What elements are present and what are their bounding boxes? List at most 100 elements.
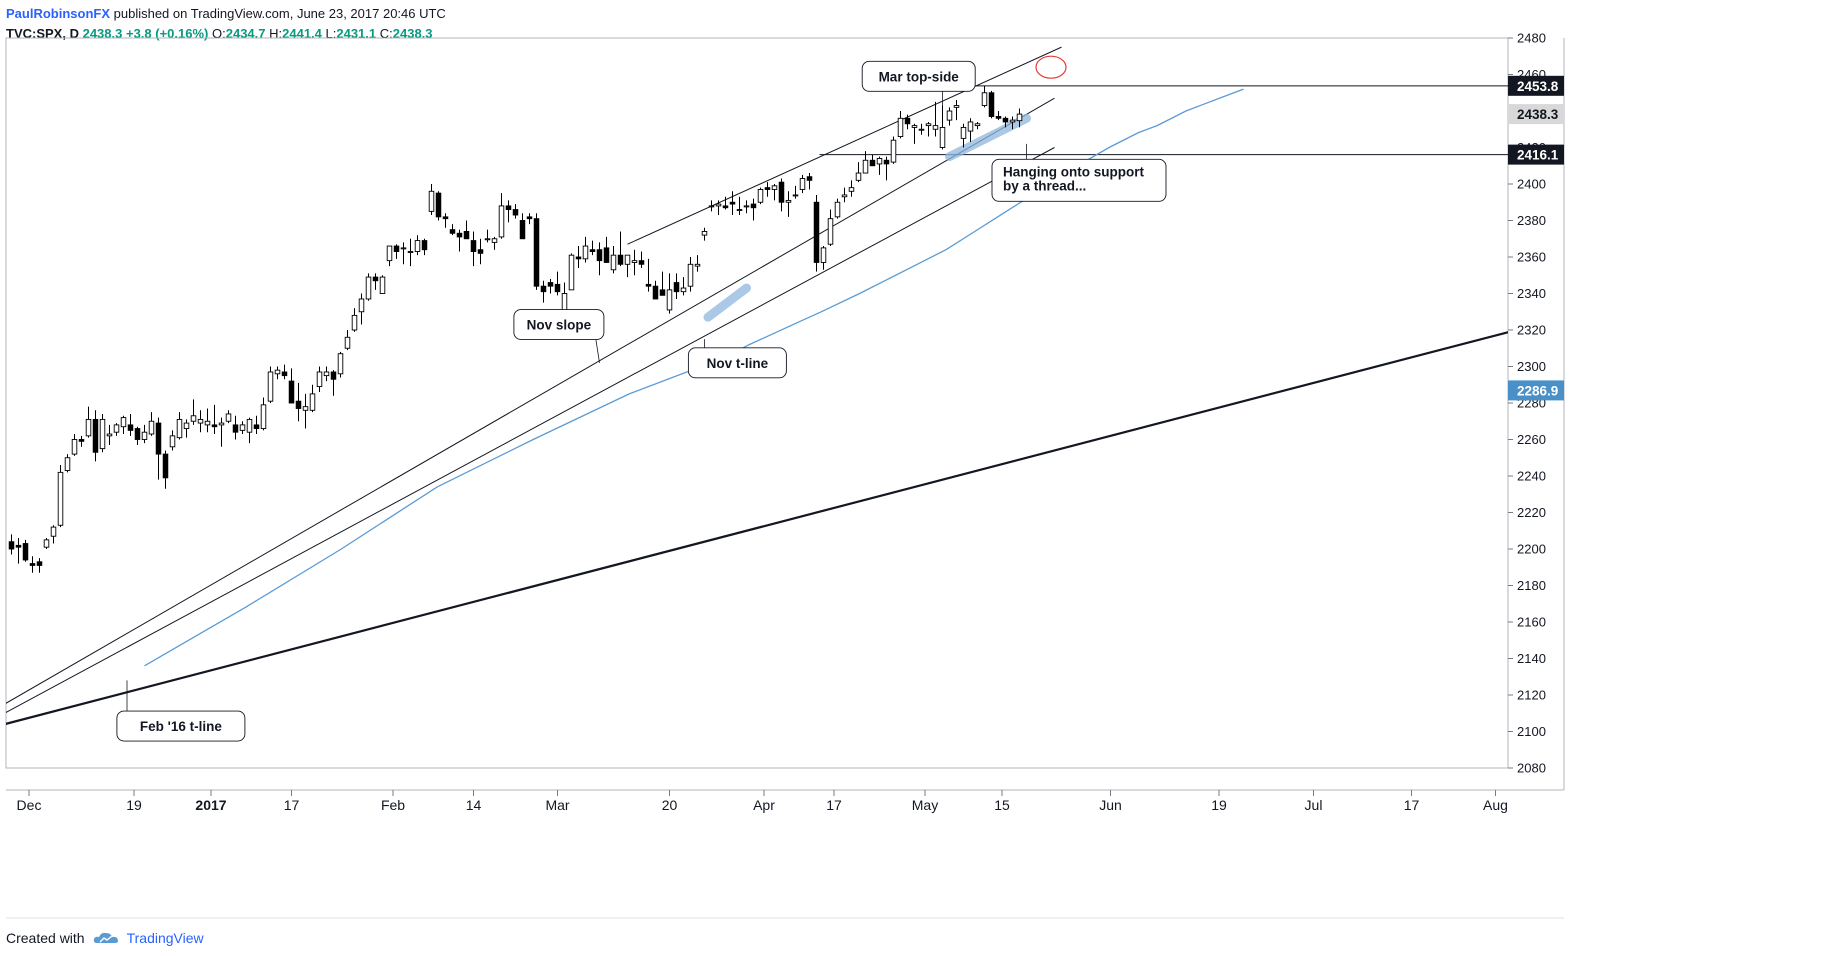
y-tick-label: 2260 [1517, 432, 1546, 447]
candle [484, 229, 491, 243]
candle-body [617, 254, 624, 265]
candle-body [155, 422, 162, 455]
candle [190, 399, 197, 425]
candle-body [631, 260, 638, 263]
candle-body [407, 251, 414, 253]
candle-body [988, 92, 995, 117]
candle [225, 410, 232, 424]
x-tick-label: 15 [994, 797, 1010, 813]
candle-body [533, 218, 540, 287]
y-tick-label: 2160 [1517, 615, 1546, 630]
x-tick-label: Jul [1305, 797, 1323, 813]
candle-body [64, 457, 71, 471]
candle-body [596, 249, 603, 262]
candle-body [330, 371, 337, 380]
candle [288, 368, 295, 404]
candle-body [274, 369, 281, 375]
candle-body [344, 336, 351, 349]
candle [890, 136, 897, 164]
candle [736, 196, 743, 216]
x-tick-label: Apr [753, 797, 775, 813]
mar-top-side-trendline [627, 46, 1062, 245]
candle-body [981, 92, 988, 106]
candle-body [400, 247, 407, 250]
callout-box [991, 158, 1167, 202]
callout-text: Nov slope [527, 318, 592, 333]
candle-body [162, 453, 169, 479]
candle-body [92, 418, 99, 453]
candle [596, 242, 603, 276]
candle [274, 366, 281, 380]
callout-text: Feb '16 t-line [140, 719, 222, 734]
candle [925, 121, 932, 137]
candle-body [225, 413, 232, 422]
candle-body [239, 424, 246, 431]
candle-body [834, 201, 841, 218]
candle [729, 191, 736, 216]
candle [127, 413, 134, 436]
candle [239, 421, 246, 435]
candle [897, 111, 904, 139]
symbol-label: TVC:SPX, D [6, 26, 79, 41]
callout-box [116, 710, 246, 742]
candle-body [323, 371, 330, 377]
candle [953, 100, 960, 121]
candle-body [967, 121, 974, 132]
candle [204, 408, 211, 433]
candle [414, 235, 421, 256]
candle [918, 123, 925, 135]
candle [638, 251, 645, 268]
candle-body [855, 172, 862, 181]
callout-nov-slope: Nov slope [513, 309, 605, 363]
nov-slope-trendline [6, 97, 1055, 704]
candle-body [701, 230, 708, 236]
jun-support-highlight [945, 113, 1031, 162]
candle-body [589, 249, 596, 252]
candle-body [57, 471, 64, 526]
candle [589, 240, 596, 256]
author-link[interactable]: PaulRobinsonFX [6, 6, 110, 21]
candle-body [85, 418, 92, 437]
candle [421, 238, 428, 256]
candle-body [148, 420, 155, 435]
candle [99, 413, 106, 453]
candle-body [50, 526, 57, 537]
candle [379, 275, 386, 294]
candle-body [246, 418, 253, 433]
candle [827, 209, 834, 247]
candle-body [372, 276, 379, 282]
candle [785, 191, 792, 217]
candle [610, 246, 617, 274]
candle-body [757, 189, 764, 203]
candle-body [190, 415, 197, 422]
candle [666, 273, 673, 314]
price-tag-bg [1508, 75, 1564, 96]
candle-body [169, 435, 176, 448]
x-tick-label: Feb [381, 797, 405, 813]
x-tick-label: May [912, 797, 938, 813]
candle-body [575, 256, 582, 260]
candle-body [547, 282, 554, 287]
y-tick-label: 2180 [1517, 578, 1546, 593]
callout-box [687, 347, 787, 379]
candle [113, 423, 120, 436]
tradingview-brand[interactable]: TradingView [126, 930, 204, 946]
candle [505, 200, 512, 223]
candle-body [841, 194, 848, 198]
callout-mar-top-side: Mar top-side [861, 60, 976, 106]
close-label: C: [379, 26, 393, 41]
candle [442, 213, 449, 228]
candle-body [386, 245, 393, 262]
candle-body [463, 230, 470, 240]
candle-body [484, 238, 491, 241]
candle [211, 404, 218, 435]
candle [652, 280, 659, 300]
candle-body [869, 159, 876, 167]
candle-body [120, 417, 127, 428]
y-tick-label: 2200 [1517, 542, 1546, 557]
candle-body [953, 105, 960, 108]
candle [393, 244, 400, 259]
candle-body [211, 424, 218, 428]
candle [792, 185, 799, 199]
